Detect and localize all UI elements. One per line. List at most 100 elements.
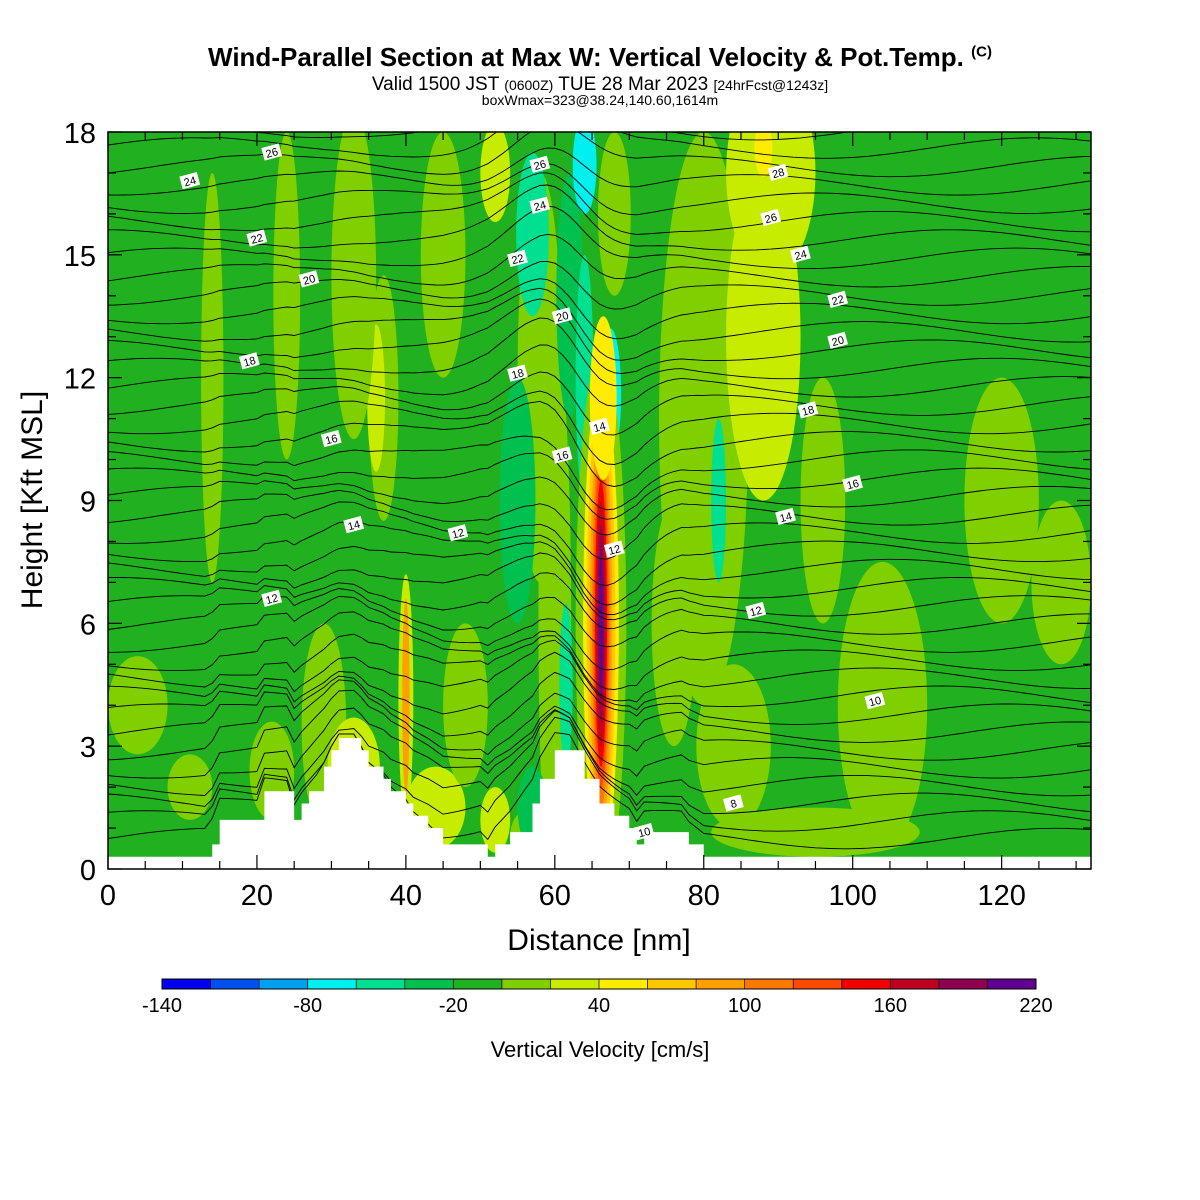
theta-label-text: 16 bbox=[845, 478, 860, 493]
updraft-upper bbox=[589, 316, 617, 481]
y-tick-label: 3 bbox=[80, 732, 96, 764]
valid-date: TUE 28 Mar 2023 bbox=[558, 74, 709, 95]
theta-label: 10 bbox=[633, 823, 655, 841]
colorbar-swatch bbox=[404, 979, 454, 989]
theta-label-text: 18 bbox=[242, 355, 257, 370]
chart-title: Wind-Parallel Section at Max W: Vertical… bbox=[0, 42, 1200, 73]
theta-label: 24 bbox=[179, 172, 201, 190]
x-tick-label: 20 bbox=[241, 880, 273, 912]
theta-contour bbox=[108, 489, 1091, 560]
theta-label: 8 bbox=[722, 794, 744, 812]
theta-label-text: 20 bbox=[302, 273, 317, 288]
theta-label-text: 18 bbox=[510, 367, 525, 382]
vv-feature bbox=[420, 132, 466, 378]
theta-label-bg bbox=[179, 172, 201, 190]
theta-contour bbox=[108, 595, 1091, 671]
theta-label-bg bbox=[238, 352, 260, 370]
colorbar-swatch bbox=[696, 979, 746, 989]
x-tick-label: 120 bbox=[977, 880, 1025, 912]
theta-contour bbox=[108, 476, 1091, 536]
theta-label-text: 26 bbox=[265, 146, 280, 161]
y-tick-label: 6 bbox=[80, 609, 96, 641]
theta-contour bbox=[108, 716, 1091, 832]
theta-label-bg bbox=[633, 823, 655, 841]
terrain bbox=[108, 737, 1091, 869]
theta-contour bbox=[108, 163, 1091, 216]
x-tick-label: 0 bbox=[100, 880, 116, 912]
theta-label-bg bbox=[320, 430, 342, 448]
theta-label: 20 bbox=[551, 307, 573, 325]
theta-label-bg bbox=[246, 229, 268, 247]
theta-label-text: 14 bbox=[778, 510, 793, 525]
theta-label-text: 10 bbox=[637, 826, 652, 841]
theta-label: 16 bbox=[842, 475, 863, 493]
theta-label-bg bbox=[603, 540, 625, 558]
theta-label-bg bbox=[864, 692, 886, 710]
theta-label-text: 24 bbox=[533, 199, 548, 214]
theta-label: 24 bbox=[790, 245, 811, 263]
theta-contour bbox=[108, 400, 1091, 487]
theta-label-text: 16 bbox=[324, 433, 339, 448]
theta-contour bbox=[108, 390, 1091, 465]
theta-label-bg bbox=[343, 516, 365, 534]
vv-feature bbox=[559, 602, 573, 767]
theta-contour bbox=[108, 633, 1091, 703]
theta-label: 14 bbox=[588, 417, 610, 435]
theta-label: 12 bbox=[261, 589, 283, 607]
colorbar-swatch bbox=[501, 979, 551, 989]
vv-feature bbox=[273, 132, 301, 460]
theta-label-text: 10 bbox=[868, 695, 883, 710]
y-tick-label: 18 bbox=[64, 118, 96, 150]
colorbar-swatch bbox=[890, 979, 940, 989]
theta-label-bg bbox=[722, 794, 744, 812]
theta-contour bbox=[108, 452, 1091, 520]
vv-feature bbox=[480, 132, 511, 223]
theta-label-bg bbox=[797, 401, 819, 419]
theta-label-bg bbox=[775, 507, 796, 526]
theta-label-bg bbox=[551, 307, 573, 325]
theta-contour bbox=[108, 298, 1091, 374]
theta-label-text: 12 bbox=[607, 543, 622, 558]
plot-area: 26 24 22 20 18 16 14 12 12 26 24 22 20 18 16 14 12 10 28 26… bbox=[108, 132, 1091, 869]
colorbar-tick-label: 100 bbox=[728, 995, 761, 1017]
theta-label-bg bbox=[529, 155, 551, 173]
vv-feature bbox=[572, 132, 597, 214]
vv-feature bbox=[964, 377, 1039, 624]
theta-label: 12 bbox=[745, 601, 767, 619]
theta-label: 14 bbox=[343, 516, 365, 534]
theta-label-bg bbox=[298, 270, 320, 288]
vv-feature bbox=[516, 152, 549, 317]
theta-label-text: 20 bbox=[555, 310, 570, 325]
theta-label-text: 26 bbox=[764, 212, 779, 227]
y-tick-label: 0 bbox=[80, 855, 96, 887]
theta-label: 20 bbox=[827, 331, 849, 349]
colorbar-swatch bbox=[259, 979, 309, 989]
theta-label: 18 bbox=[797, 401, 819, 419]
colorbar-swatch bbox=[162, 979, 212, 989]
theta-label: 22 bbox=[246, 229, 268, 247]
vv-feature bbox=[1031, 500, 1091, 665]
colorbar-swatch bbox=[453, 979, 503, 989]
theta-label: 26 bbox=[760, 208, 782, 227]
theta-contour bbox=[108, 501, 1091, 586]
vv-feature bbox=[499, 377, 536, 624]
theta-contour bbox=[249, 132, 1091, 141]
max-w-info: boxWmax=323@38.24,140.60,1614m bbox=[481, 92, 719, 108]
theta-label: 26 bbox=[529, 155, 551, 173]
theta-label-bg bbox=[827, 331, 849, 349]
theta-contour bbox=[108, 572, 1091, 630]
theta-label: 14 bbox=[775, 507, 796, 526]
theta-label-text: 20 bbox=[831, 334, 846, 349]
colorbar-swatch bbox=[744, 979, 794, 989]
theta-contour bbox=[108, 435, 1091, 511]
vv-feature bbox=[443, 623, 488, 788]
theta-label-bg bbox=[507, 364, 528, 382]
theta-contour bbox=[108, 671, 1091, 743]
vv-feature bbox=[651, 500, 697, 747]
theta-label-text: 8 bbox=[729, 798, 738, 811]
theta-label: 10 bbox=[864, 692, 886, 710]
theta-label: 16 bbox=[320, 430, 342, 448]
vv-feature bbox=[167, 754, 213, 820]
theta-contour bbox=[108, 541, 1091, 616]
vv-feature bbox=[711, 418, 727, 583]
